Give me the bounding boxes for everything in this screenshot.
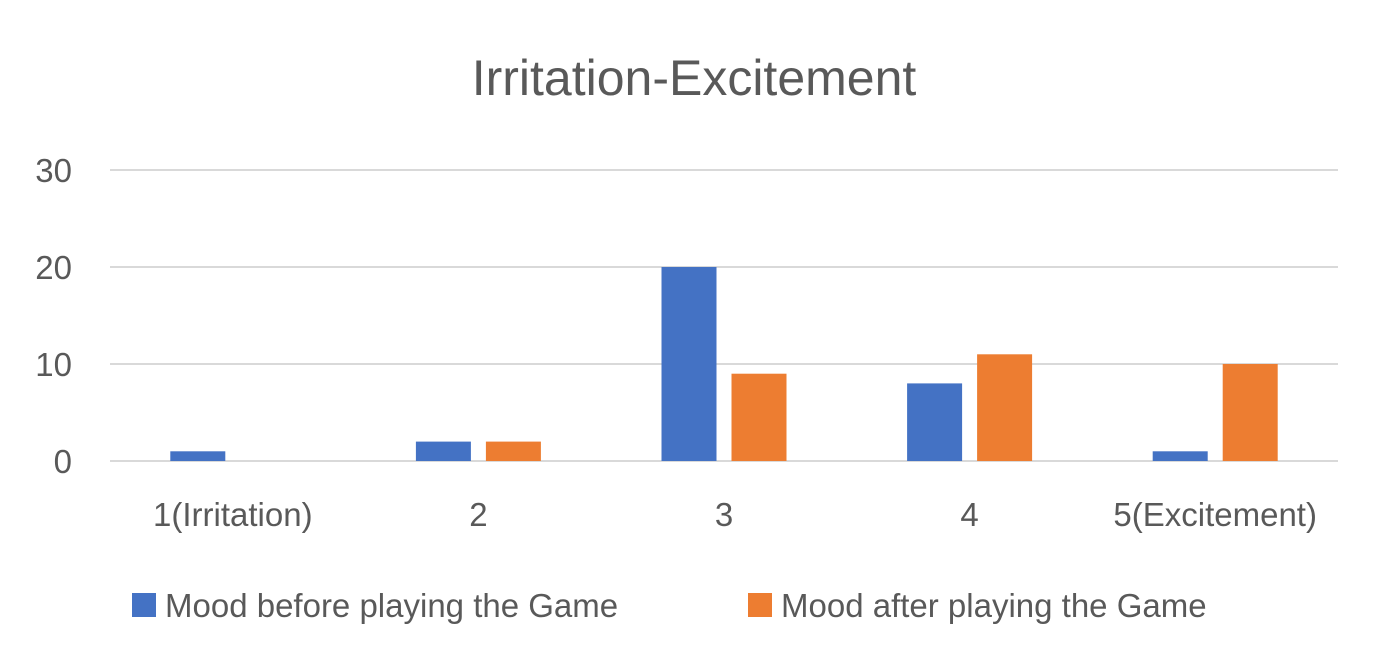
chart-title: Irritation-Excitement: [472, 50, 917, 106]
bar-before-4: [907, 383, 963, 461]
legend-swatch: [748, 593, 772, 617]
y-tick-label: 10: [35, 346, 72, 383]
legend-label: Mood after playing the Game: [781, 587, 1207, 624]
legend-label: Mood before playing the Game: [165, 587, 618, 624]
y-tick-label: 30: [35, 152, 72, 189]
x-tick-label: 4: [960, 496, 978, 533]
x-tick-label: 2: [469, 496, 487, 533]
gridlines: [110, 169, 1338, 462]
y-tick-label: 0: [54, 443, 72, 480]
x-axis-ticks: 1(Irritation) 2 3 4 5(Excitement): [153, 496, 1317, 533]
bar-after-3: [731, 373, 787, 461]
bar-after-5: [1222, 364, 1278, 461]
y-axis-ticks: 0 10 20 30: [35, 152, 72, 480]
x-tick-label: 1(Irritation): [153, 496, 313, 533]
bar-after-4: [977, 354, 1033, 461]
bars: [170, 267, 1278, 461]
y-tick-label: 20: [35, 249, 72, 286]
legend-swatch: [132, 593, 156, 617]
bar-before-1: [170, 451, 226, 461]
x-tick-label: 5(Excitement): [1113, 496, 1317, 533]
x-tick-label: 3: [715, 496, 733, 533]
bar-before-3: [661, 267, 717, 461]
bar-before-2: [415, 441, 471, 461]
bar-after-2: [485, 441, 541, 461]
legend: Mood before playing the Game Mood after p…: [132, 587, 1207, 624]
bar-before-5: [1152, 451, 1208, 461]
